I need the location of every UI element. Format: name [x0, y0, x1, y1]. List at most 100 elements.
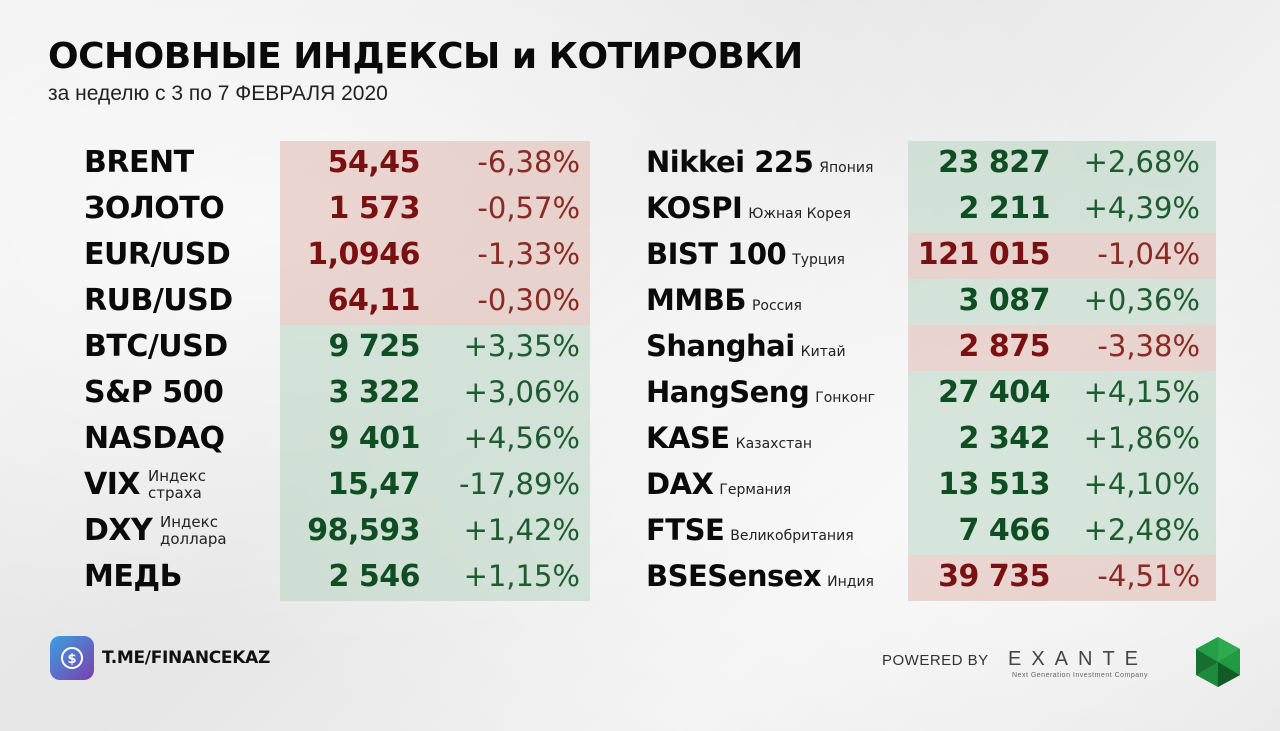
quote-row: KASE Казахстан 2 342 +1,86% [646, 417, 1216, 463]
quote-change: +3,06% [463, 375, 580, 409]
quote-value: 27 404 [938, 375, 1050, 410]
quote-name: KASE Казахстан [646, 421, 813, 455]
row-highlight [908, 141, 1216, 233]
quote-name: BIST 100 Турция [646, 237, 845, 271]
exante-logo-text: EXANTE [1008, 648, 1149, 670]
quote-value: 9 401 [328, 421, 421, 456]
quote-change: +2,48% [1083, 513, 1200, 547]
quote-row: Nikkei 225 Япония 23 827 +2,68% [646, 141, 1216, 187]
quote-change: -1,04% [1097, 237, 1200, 271]
quote-value: 64,11 [327, 283, 421, 318]
row-highlight [280, 141, 590, 325]
row-highlight [908, 325, 1216, 371]
exante-gem-icon [1196, 637, 1240, 687]
quote-value: 1 573 [328, 191, 421, 226]
quote-change: -0,57% [477, 191, 580, 225]
quote-row: RUB/USD 64,11 -0,30% [84, 279, 590, 325]
coin-stack-icon: $ [50, 636, 94, 680]
quote-change: -6,38% [477, 145, 580, 179]
quote-change: +2,68% [1083, 145, 1200, 179]
quote-country: Германия [719, 482, 792, 498]
quote-country: Гонконг [815, 390, 875, 406]
quote-row: NASDAQ 9 401 +4,56% [84, 417, 590, 463]
quote-change: -3,38% [1097, 329, 1200, 363]
quote-name: BSESensex Индия [646, 559, 874, 593]
quote-change: +1,15% [463, 559, 580, 593]
quote-value: 3 087 [958, 283, 1051, 318]
telegram-link[interactable]: $ T.ME/FINANCEKAZ [50, 636, 270, 680]
telegram-channel-label: T.ME/FINANCEKAZ [102, 648, 271, 668]
quote-row: BSESensex Индия 39 735 -4,51% [646, 555, 1216, 601]
quote-change: -1,33% [477, 237, 580, 271]
quote-row: FTSE Великобритания 7 466 +2,48% [646, 509, 1216, 555]
quote-name: Shanghai Китай [646, 329, 846, 363]
sponsor-block: POWERED BY EXANTE Next Generation Invest… [882, 636, 1242, 688]
quote-value: 98,593 [307, 513, 420, 548]
quote-row: ММВБ Россия 3 087 +0,36% [646, 279, 1216, 325]
quote-name: BRENT [84, 145, 194, 180]
quote-row: Shanghai Китай 2 875 -3,38% [646, 325, 1216, 371]
quote-value: 13 513 [938, 467, 1050, 502]
quote-row: HangSeng Гонконг 27 404 +4,15% [646, 371, 1216, 417]
quote-value: 2 546 [328, 559, 421, 594]
quote-name: ММВБ Россия [646, 283, 802, 317]
quote-value: 9 725 [328, 329, 421, 364]
quote-value: 2 875 [958, 329, 1051, 364]
quote-note-line: Индекс [148, 467, 206, 485]
quote-value: 2 342 [958, 421, 1051, 456]
quote-value: 39 735 [938, 559, 1050, 594]
quote-value: 1,0946 [307, 237, 420, 272]
quote-change: +4,56% [463, 421, 580, 455]
quote-row: BTC/USD 9 725 +3,35% [84, 325, 590, 371]
quote-value: 23 827 [938, 145, 1050, 180]
quote-note: Индекс доллара [160, 514, 227, 548]
quote-change: +1,42% [463, 513, 580, 547]
quote-name: DAX Германия [646, 467, 792, 501]
quote-name: KOSPI Южная Корея [646, 191, 852, 225]
quote-name: ЗОЛОТО [84, 191, 225, 226]
quote-change: -0,30% [477, 283, 580, 317]
quote-change: +4,39% [1083, 191, 1200, 225]
powered-by-label: POWERED BY [882, 652, 989, 669]
quote-name: S&P 500 [84, 375, 224, 410]
quote-row: DXY Индекс доллара 98,593 +1,42% [84, 509, 590, 555]
quote-value: 54,45 [327, 145, 421, 180]
quote-change: +1,86% [1083, 421, 1200, 455]
quote-change: +4,15% [1083, 375, 1200, 409]
row-highlight [280, 325, 590, 601]
quote-value: 7 466 [958, 513, 1051, 548]
quote-name: RUB/USD [84, 283, 233, 318]
quote-country: Турция [792, 252, 845, 268]
quote-note-line: страха [148, 484, 202, 502]
quote-change: +3,35% [463, 329, 580, 363]
quote-name: EUR/USD [84, 237, 231, 272]
quote-name: NASDAQ [84, 421, 225, 456]
quote-change: +0,36% [1083, 283, 1200, 317]
quote-name: FTSE Великобритания [646, 513, 854, 547]
row-highlight [908, 233, 1216, 279]
quote-change: -4,51% [1097, 559, 1200, 593]
quote-note-line: Индекс [160, 513, 218, 531]
left-quotes-table: BRENT 54,45 -6,38% ЗОЛОТО 1 573 -0,57% EUR/USD… [84, 141, 590, 601]
row-highlight [908, 371, 1216, 555]
quote-row: EUR/USD 1,0946 -1,33% [84, 233, 590, 279]
quote-row: BRENT 54,45 -6,38% [84, 141, 590, 187]
quote-name: МЕДЬ [84, 559, 182, 594]
page-title: ОСНОВНЫЕ ИНДЕКСЫ и КОТИРОВКИ [48, 36, 803, 77]
page-subtitle: за неделю с 3 по 7 ФЕВРАЛЯ 2020 [48, 82, 388, 105]
quote-row: KOSPI Южная Корея 2 211 +4,39% [646, 187, 1216, 233]
row-highlight [908, 555, 1216, 601]
quote-value: 2 211 [958, 191, 1051, 226]
quote-note: Индекс страха [148, 468, 206, 502]
quote-row: ЗОЛОТО 1 573 -0,57% [84, 187, 590, 233]
quote-row: BIST 100 Турция 121 015 -1,04% [646, 233, 1216, 279]
quote-name: VIX [84, 467, 141, 502]
quote-value: 15,47 [327, 467, 421, 502]
quote-row: DAX Германия 13 513 +4,10% [646, 463, 1216, 509]
quote-country: Казахстан [735, 436, 813, 452]
exante-tagline: Next Generation Investment Company [1012, 672, 1149, 679]
quote-country: Индия [827, 574, 874, 590]
quote-change: -17,89% [458, 467, 580, 501]
quote-country: Южная Корея [748, 206, 852, 222]
